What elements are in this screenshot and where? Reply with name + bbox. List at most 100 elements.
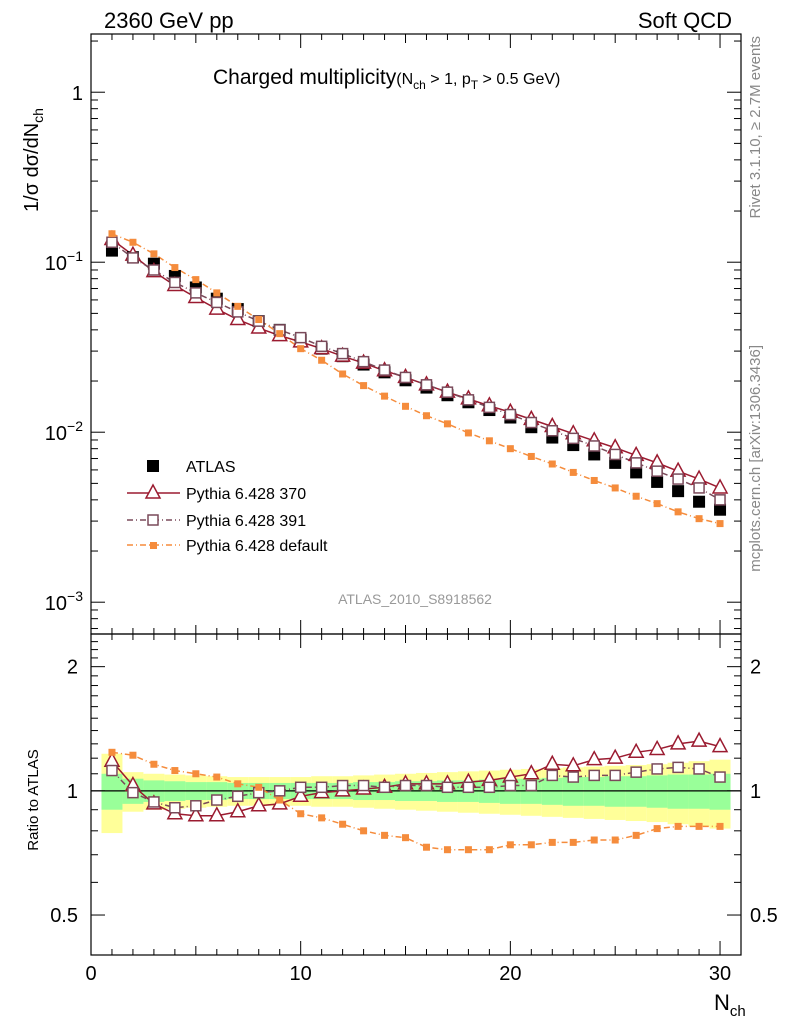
ratio-ytick-label-right: 1 xyxy=(750,781,761,803)
point-p391 xyxy=(693,763,705,775)
point-pdef xyxy=(653,500,661,508)
main-ylabel-text: 1/σ dσ/dN xyxy=(21,123,43,212)
panel-frame xyxy=(90,633,742,956)
point-pdef xyxy=(590,476,598,484)
point-pdef xyxy=(653,825,661,833)
point-p391 xyxy=(672,761,684,774)
series-line-p370 xyxy=(111,238,721,489)
point-p370 xyxy=(627,742,645,759)
point-p391 xyxy=(336,779,349,792)
point-pdef xyxy=(632,492,640,500)
rivet-label: Rivet 3.1.10, ≥ 2.7M events xyxy=(747,36,764,219)
point-p391 xyxy=(588,769,600,782)
point-pdef xyxy=(192,276,200,284)
point-pdef xyxy=(108,230,116,238)
point-p391 xyxy=(399,371,412,384)
point-p391 xyxy=(651,763,663,775)
header-right: Soft QCD xyxy=(638,8,732,33)
main-ytick-label: 10−2 xyxy=(45,418,83,445)
point-p391 xyxy=(504,779,517,792)
point-pdef xyxy=(443,420,451,428)
point-p391 xyxy=(651,465,663,477)
point-p391 xyxy=(273,785,286,797)
point-p370 xyxy=(711,478,729,494)
main-ytick-exp: −3 xyxy=(67,588,83,604)
point-pdef xyxy=(360,827,368,835)
point-pdef xyxy=(150,760,158,768)
point-p370 xyxy=(565,756,582,772)
point-pdef xyxy=(674,822,682,830)
main-ylabel-sub: ch xyxy=(30,108,46,123)
point-pdef xyxy=(297,345,305,353)
point-p391 xyxy=(294,331,307,344)
point-pdef xyxy=(360,382,368,390)
point-pdef xyxy=(716,520,724,528)
legend: ATLAS Pythia 6.428 370 Pythia 6.428 391 … xyxy=(127,459,328,555)
point-pdef xyxy=(485,846,493,854)
legend-label-p391: Pythia 6.428 391 xyxy=(186,513,306,530)
mcplots-label: mcplots.cern.ch [arXiv:1306.3436] xyxy=(747,345,764,572)
legend-label-atlas: ATLAS xyxy=(186,459,236,476)
point-p391 xyxy=(127,252,139,264)
point-p391 xyxy=(211,296,223,309)
point-atlas xyxy=(693,495,706,508)
point-p370 xyxy=(229,309,247,326)
point-p391 xyxy=(483,401,496,414)
point-atlas xyxy=(714,503,727,516)
point-p370 xyxy=(648,739,666,756)
point-pdef xyxy=(632,831,640,839)
point-p391 xyxy=(462,394,475,406)
point-pdef xyxy=(318,356,326,364)
point-p391 xyxy=(169,801,181,814)
point-p370 xyxy=(187,806,205,822)
point-p391 xyxy=(525,416,538,429)
point-pdef xyxy=(108,748,116,756)
point-pdef xyxy=(485,437,493,445)
point-p391 xyxy=(609,769,621,782)
point-atlas xyxy=(672,485,685,498)
point-p391 xyxy=(714,771,726,783)
point-p391 xyxy=(546,769,559,782)
point-atlas xyxy=(105,244,118,257)
point-pdef xyxy=(171,767,179,775)
point-pdef xyxy=(611,836,619,844)
point-pdef xyxy=(548,838,556,846)
point-p391 xyxy=(630,766,642,778)
point-p391 xyxy=(441,781,454,794)
point-p391 xyxy=(504,408,517,421)
chart-title-cut-sub-2: T xyxy=(471,78,479,92)
point-pdef xyxy=(339,370,347,378)
point-p391 xyxy=(609,448,621,461)
point-pdef xyxy=(129,238,137,246)
point-p391 xyxy=(378,781,391,794)
point-pdef xyxy=(255,783,263,791)
point-p391 xyxy=(462,781,475,794)
point-p391 xyxy=(232,790,244,803)
x-tick-label: 10 xyxy=(290,963,312,985)
chart-title-main: Charged multiplicity xyxy=(213,66,397,89)
point-p370 xyxy=(606,748,624,764)
main-ytick-label: 10−1 xyxy=(45,248,83,275)
xlabel: Nch xyxy=(714,990,746,1020)
point-p391 xyxy=(567,771,580,783)
point-atlas xyxy=(651,475,664,488)
point-p370 xyxy=(523,764,540,780)
point-p391 xyxy=(441,386,454,398)
point-pdef xyxy=(548,460,556,468)
point-pdef xyxy=(611,484,619,492)
point-pdef xyxy=(527,452,535,460)
point-p370 xyxy=(250,796,267,812)
ratio-ytick-label-left: 0.5 xyxy=(50,905,78,927)
point-p370 xyxy=(669,734,687,750)
legend-marker-pdef xyxy=(150,542,157,549)
point-p391 xyxy=(378,364,391,376)
point-p391 xyxy=(693,482,705,494)
point-p391 xyxy=(357,779,370,792)
point-pdef xyxy=(506,445,514,453)
point-pdef xyxy=(695,822,703,830)
main-ytick-label: 1 xyxy=(72,83,83,105)
point-pdef xyxy=(506,841,514,849)
point-p370 xyxy=(585,750,603,766)
xlabel-sub: ch xyxy=(730,1003,746,1020)
